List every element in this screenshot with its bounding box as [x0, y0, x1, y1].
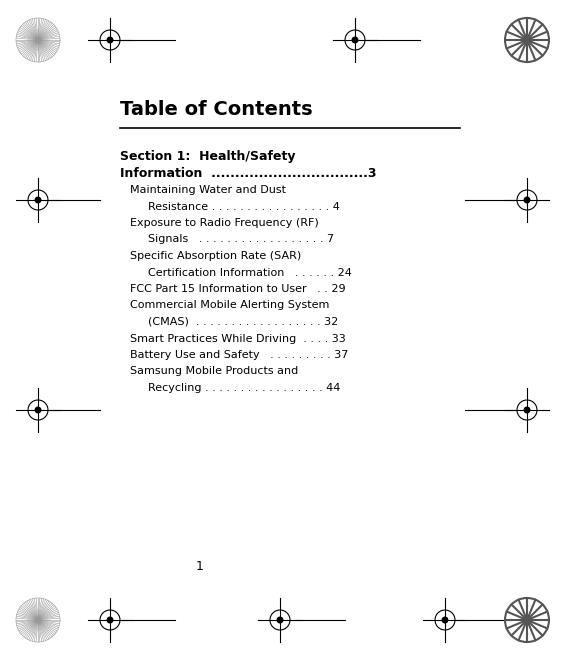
Circle shape — [36, 617, 41, 622]
Circle shape — [524, 38, 529, 43]
Circle shape — [524, 407, 531, 414]
Circle shape — [36, 38, 41, 43]
Circle shape — [106, 616, 114, 624]
Text: FCC Part 15 Information to User   . . 29: FCC Part 15 Information to User . . 29 — [130, 284, 346, 294]
Text: Table of Contents: Table of Contents — [120, 100, 312, 119]
Text: (CMAS)  . . . . . . . . . . . . . . . . . . 32: (CMAS) . . . . . . . . . . . . . . . . .… — [148, 317, 338, 327]
Circle shape — [106, 36, 114, 44]
Circle shape — [34, 197, 41, 203]
Text: Battery Use and Safety   . . . . . . . . . 37: Battery Use and Safety . . . . . . . . .… — [130, 350, 349, 360]
Text: Certification Information   . . . . . . 24: Certification Information . . . . . . 24 — [148, 267, 352, 277]
Text: Exposure to Radio Frequency (RF): Exposure to Radio Frequency (RF) — [130, 218, 319, 228]
Text: 1: 1 — [196, 560, 204, 573]
Circle shape — [441, 616, 449, 624]
Text: Specific Absorption Rate (SAR): Specific Absorption Rate (SAR) — [130, 251, 301, 261]
Text: Signals   . . . . . . . . . . . . . . . . . . 7: Signals . . . . . . . . . . . . . . . . … — [148, 234, 334, 244]
Text: Recycling . . . . . . . . . . . . . . . . . 44: Recycling . . . . . . . . . . . . . . . … — [148, 383, 340, 393]
Circle shape — [351, 36, 359, 44]
Text: Information  .................................3: Information ............................… — [120, 167, 376, 180]
Circle shape — [34, 407, 41, 414]
Text: Samsung Mobile Products and: Samsung Mobile Products and — [130, 366, 298, 376]
Circle shape — [524, 197, 531, 203]
Circle shape — [524, 617, 529, 622]
Text: Resistance . . . . . . . . . . . . . . . . . 4: Resistance . . . . . . . . . . . . . . .… — [148, 201, 340, 211]
Text: Smart Practices While Driving  . . . . 33: Smart Practices While Driving . . . . 33 — [130, 333, 346, 343]
Circle shape — [276, 616, 284, 624]
Text: Maintaining Water and Dust: Maintaining Water and Dust — [130, 185, 286, 195]
Text: Section 1:  Health/Safety: Section 1: Health/Safety — [120, 150, 295, 163]
Text: Commercial Mobile Alerting System: Commercial Mobile Alerting System — [130, 300, 329, 310]
